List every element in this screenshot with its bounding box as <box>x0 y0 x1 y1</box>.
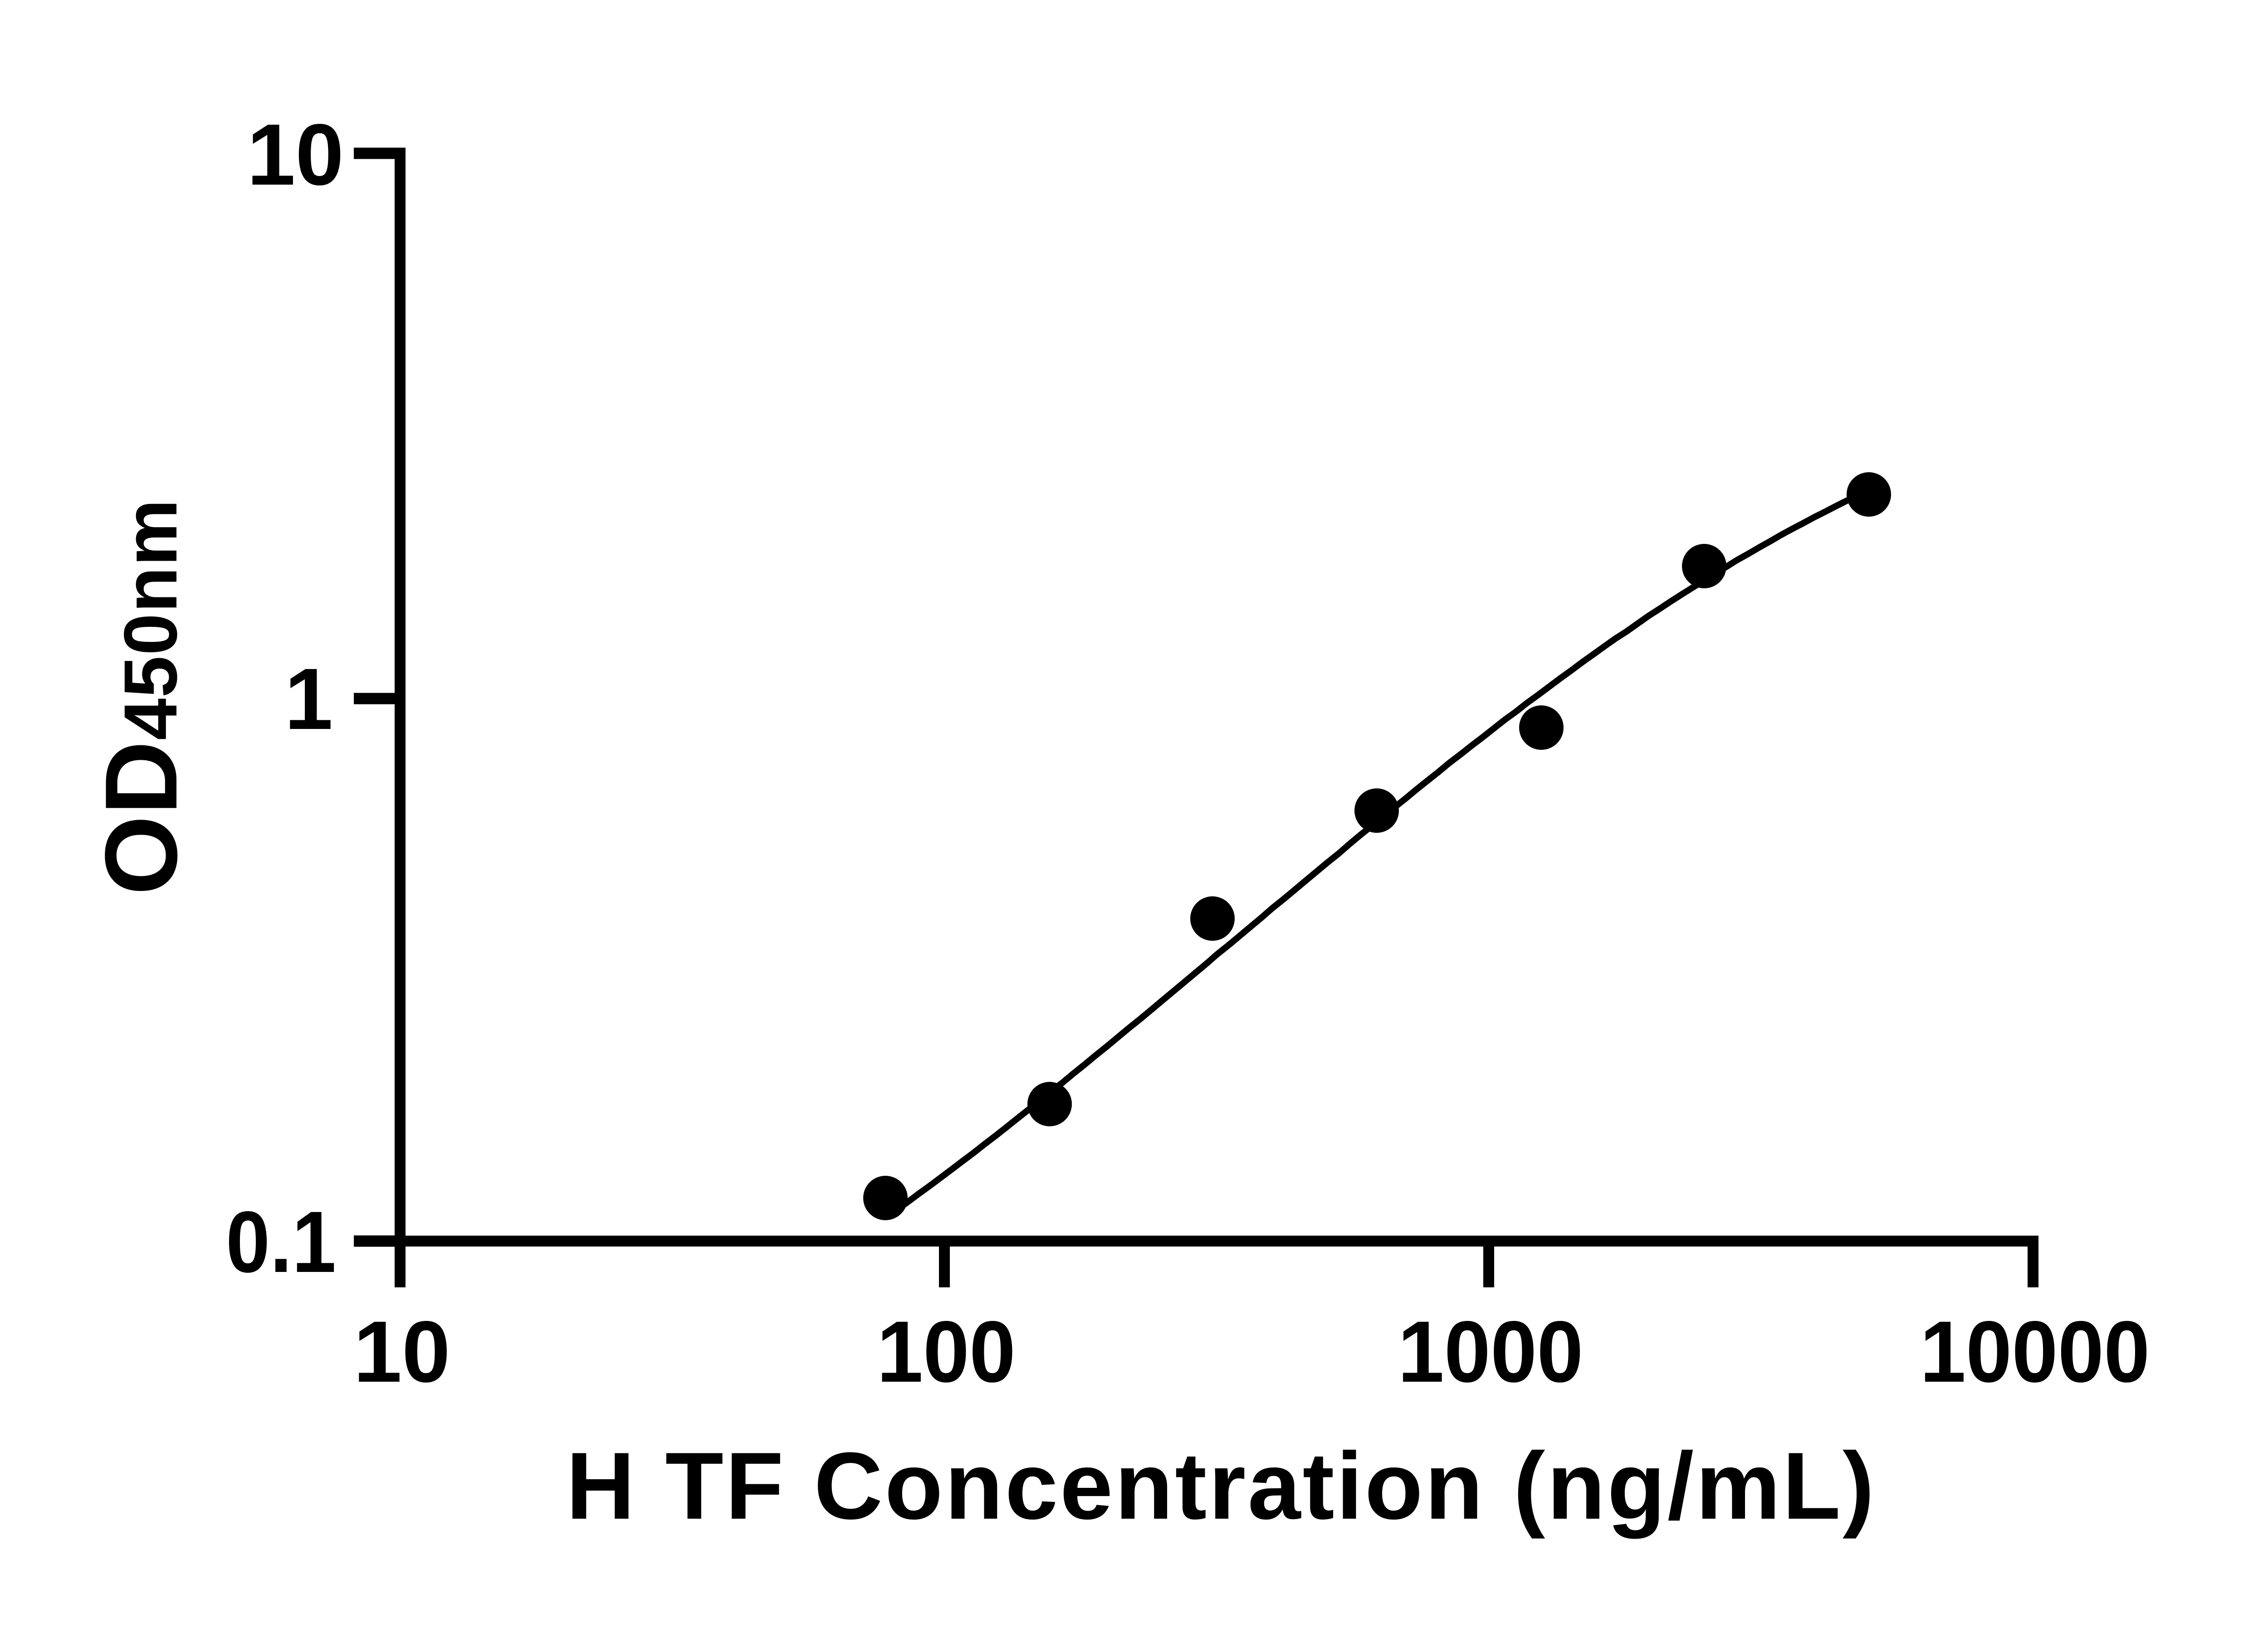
svg-text:10: 10 <box>353 1303 450 1400</box>
svg-text:10: 10 <box>247 106 344 203</box>
svg-text:0.1: 0.1 <box>226 1193 336 1291</box>
svg-text:10000: 10000 <box>1920 1303 2150 1400</box>
svg-text:1000: 1000 <box>1398 1303 1584 1400</box>
svg-text:100: 100 <box>877 1303 1016 1400</box>
svg-text:1: 1 <box>284 650 333 748</box>
svg-text:OD450nm: OD450nm <box>83 499 198 895</box>
svg-text:H TF Concentration (ng/mL): H TF Concentration (ng/mL) <box>566 1433 1874 1539</box>
